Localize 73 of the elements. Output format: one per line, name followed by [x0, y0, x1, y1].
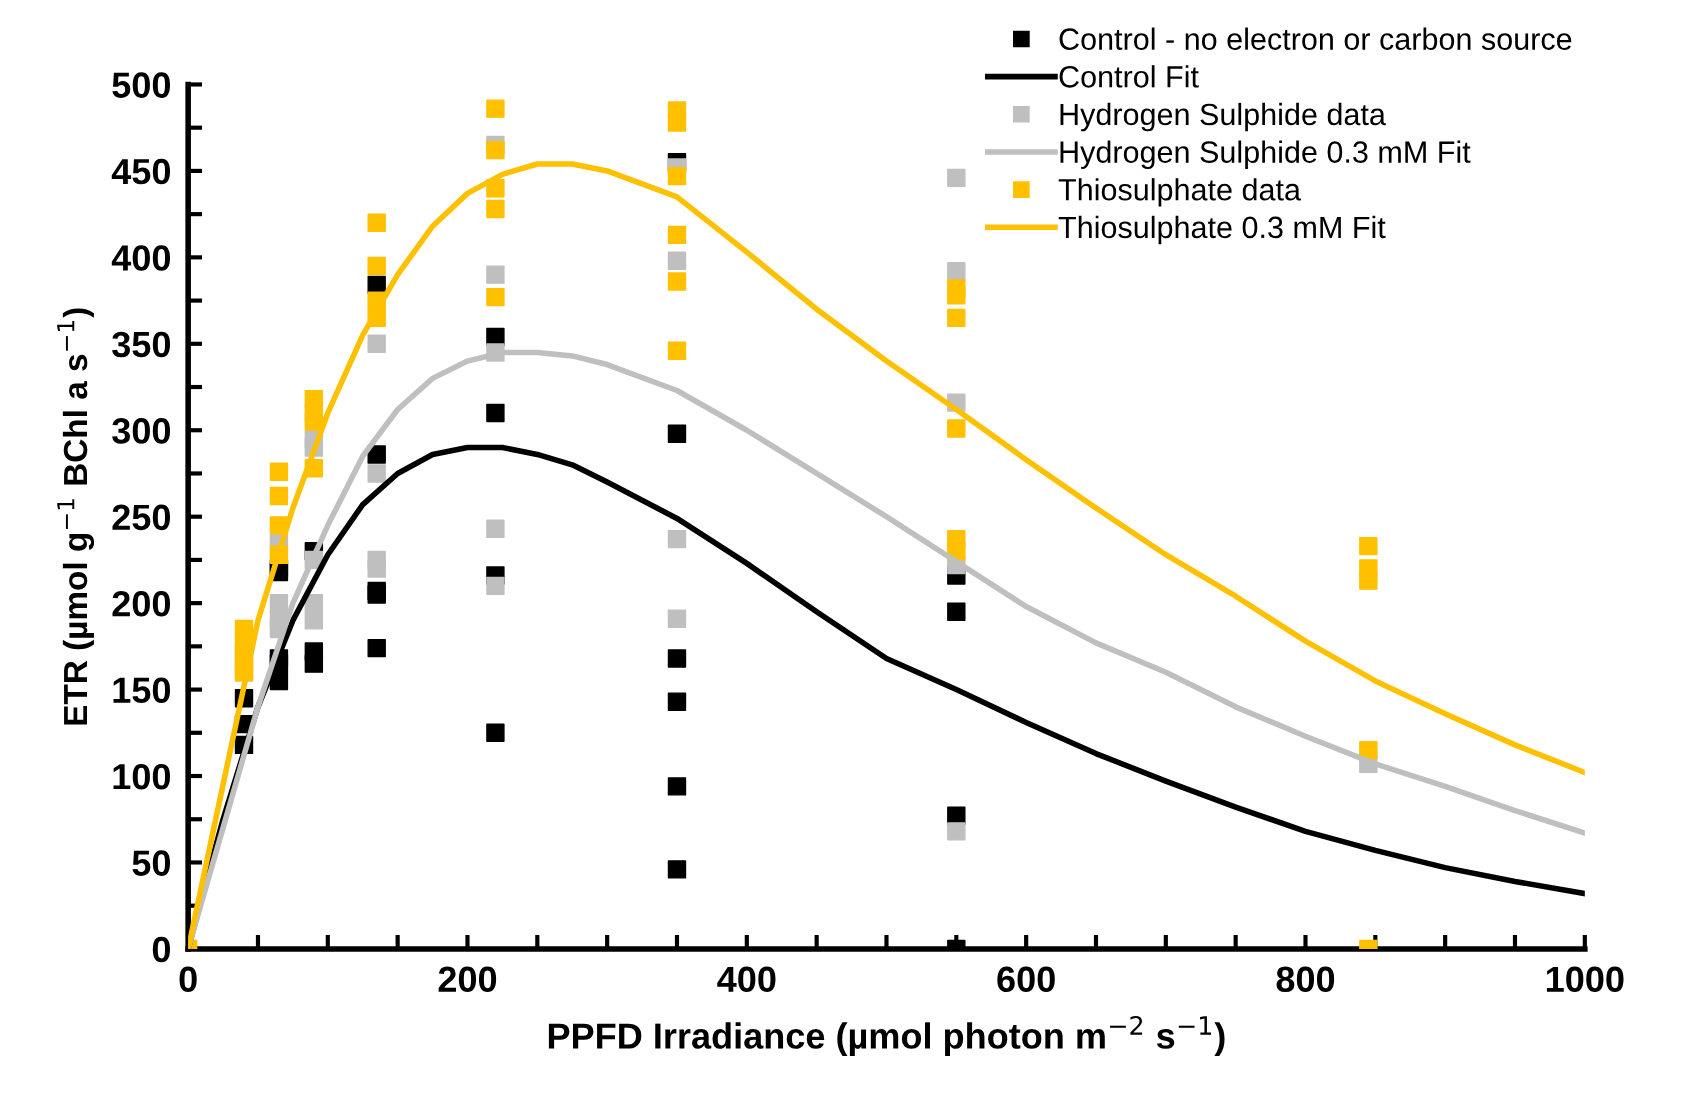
x-tick-label: 200	[438, 966, 497, 993]
legend-label: Thiosulphate data	[1058, 178, 1301, 207]
point	[667, 860, 687, 879]
y-tick-label: 0	[152, 936, 170, 963]
point	[367, 256, 386, 276]
legend-label: Control Fit	[1059, 65, 1199, 88]
y-tick-label: 200	[112, 591, 170, 617]
x-axis-title: PPFD Irradiance (µmol photon m$^{−2}$ s$^{−1}$)	[548, 1015, 1225, 1056]
point	[486, 99, 505, 118]
point	[947, 602, 966, 621]
point	[667, 609, 687, 628]
x-tick-label: 600	[997, 966, 1055, 993]
point	[1359, 559, 1378, 578]
point	[304, 642, 324, 661]
point	[269, 486, 289, 506]
point	[1359, 740, 1378, 760]
point	[486, 287, 505, 307]
y-tick-label: 350	[112, 331, 170, 358]
point	[367, 445, 386, 464]
x-tick-label: 400	[717, 966, 776, 993]
point	[667, 341, 687, 360]
point	[367, 213, 386, 232]
y-tick-label: 100	[113, 763, 170, 790]
point	[947, 529, 966, 549]
point	[367, 334, 386, 354]
point	[667, 166, 687, 186]
point	[234, 619, 254, 639]
point	[367, 550, 386, 570]
y-tick-label: 300	[112, 418, 170, 444]
point	[947, 308, 966, 328]
point	[667, 424, 687, 443]
legend-label: Control - no electron or carbon source	[1059, 27, 1572, 50]
y-tick-label: 500	[112, 72, 170, 98]
point	[304, 389, 324, 409]
point	[486, 403, 505, 423]
point	[947, 279, 966, 298]
y-axis-title: ETR (µmol g$^{−1}$ BChl a s$^{−1}$)	[57, 308, 95, 725]
y-tick-label: 50	[132, 850, 170, 876]
x-tick-label: 0	[179, 966, 197, 993]
point	[947, 419, 966, 438]
point	[367, 638, 386, 658]
point	[304, 611, 324, 630]
point	[486, 519, 505, 538]
point	[667, 272, 687, 291]
y-tick-label: 400	[111, 245, 170, 271]
point	[667, 692, 687, 711]
point	[667, 101, 687, 120]
point	[486, 199, 505, 219]
x-tick-label: 800	[1276, 966, 1335, 993]
x-tick-label: 1000	[1546, 966, 1624, 993]
point	[486, 723, 505, 742]
legend-label: Thiosulphate 0.3 mM Fit	[1058, 215, 1386, 245]
legend-label: Hydrogen Sulphide 0.3 mM Fit	[1060, 140, 1471, 169]
point	[367, 581, 386, 601]
point	[667, 251, 687, 271]
point	[269, 462, 289, 481]
point	[947, 822, 966, 841]
point	[269, 593, 289, 613]
point	[367, 464, 386, 483]
point	[947, 261, 966, 281]
point	[667, 649, 687, 668]
y-tick-label: 150	[113, 677, 170, 704]
point	[667, 225, 687, 245]
legend-label: Hydrogen Sulphide data	[1060, 102, 1386, 132]
point	[486, 576, 505, 596]
point	[1359, 536, 1378, 556]
point	[486, 140, 505, 160]
point	[486, 265, 505, 284]
y-tick-label: 250	[112, 504, 170, 531]
point	[947, 168, 966, 188]
y-tick-label: 450	[111, 158, 170, 185]
point	[667, 777, 687, 796]
point	[667, 529, 687, 549]
